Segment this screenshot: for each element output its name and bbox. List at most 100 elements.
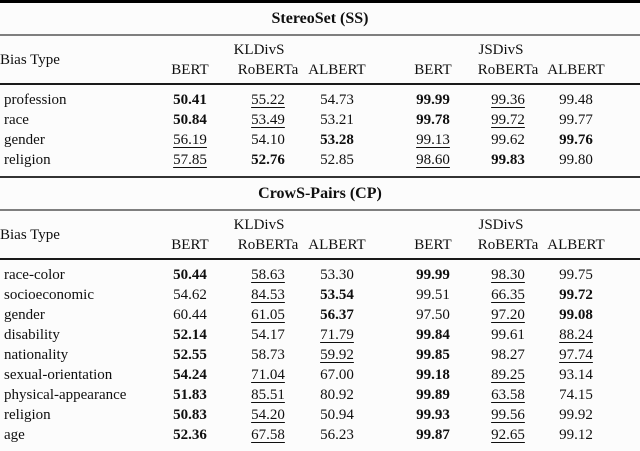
table-row-race-color: race-color 50.44 58.63 53.30 99.99 98.30… [0,259,640,285]
spacer-cell [606,35,640,85]
table-row-sexual-orientation: sexual-orientation 54.24 71.04 67.00 99.… [0,365,640,385]
metric-value: 99.62 [491,132,525,148]
bias-label: age [4,427,25,443]
metric-value: 56.37 [320,307,354,323]
spacer-cell [606,405,640,425]
metric-value: 56.23 [320,427,354,443]
metric-value: 54.20 [251,407,285,423]
bias-label: race-color [4,267,65,283]
metric-value: 71.79 [320,327,354,343]
model-header-albert: ALBERT [547,62,605,78]
jsdivs-group-header: JSDivS BERT RoBERTa ALBERT [396,35,606,85]
spacer-cell [606,365,640,385]
metric-value: 55.22 [251,92,285,108]
table-row-gender: gender 56.19 54.10 53.28 99.13 99.62 99.… [0,130,640,150]
metric-value: 50.84 [173,112,207,128]
model-header-bert: BERT [414,62,452,78]
model-header-bert: BERT [171,237,209,253]
table-row-socioeconomic: socioeconomic 54.62 84.53 53.54 99.51 66… [0,285,640,305]
metric-value: 52.76 [232,150,304,178]
model-header-row: BERT RoBERTa ALBERT [396,235,606,255]
metric-value: 57.85 [148,150,232,178]
bias-label: race [4,112,29,128]
spacer-cell [370,425,396,451]
bias-label: sexual-orientation [4,367,113,383]
metric-value: 92.65 [491,427,525,443]
spacer-cell [370,285,396,305]
metric-value: 53.54 [320,287,354,303]
spacer-cell [370,305,396,325]
metric-value: 99.89 [416,387,450,403]
bias-type-header: Bias Type [0,210,148,260]
bias-label: physical-appearance [4,387,127,403]
metric-value: 80.92 [320,387,354,403]
metric-value: 99.83 [470,150,546,178]
spacer-cell [370,84,396,110]
bias-label: religion [0,150,148,178]
model-header-bert: BERT [171,62,209,78]
metric-value: 56.19 [173,132,207,148]
spacer-cell [606,385,640,405]
section-title-row-ss: StereoSet (SS) [0,1,640,36]
model-header-roberta: RoBERTa [477,62,539,78]
metric-value: 67.58 [251,427,285,443]
spacer-cell [606,259,640,285]
spacer-cell [370,345,396,365]
metric-value: 99.61 [491,327,525,343]
model-header-row: BERT RoBERTa ALBERT [148,235,370,255]
metric-value: 53.21 [320,112,354,128]
table-row-gender-cp: gender 60.44 61.05 56.37 97.50 97.20 99.… [0,305,640,325]
metric-value: 50.83 [173,407,207,423]
spacer-cell [606,130,640,150]
metric-group-label-kldivs: KLDivS [233,42,285,58]
metric-value: 99.51 [416,287,450,303]
metric-value: 98.30 [491,267,525,283]
metric-value: 98.27 [491,347,525,363]
table-row-physical-appearance: physical-appearance 51.83 85.51 80.92 99… [0,385,640,405]
metric-value: 59.92 [320,347,354,363]
metric-value: 54.62 [173,287,207,303]
metric-value: 53.30 [320,267,354,283]
metric-value: 89.25 [491,367,525,383]
model-header-roberta: RoBERTa [477,237,539,253]
metric-value: 52.85 [304,150,370,178]
metric-value: 97.50 [416,307,450,323]
metric-value: 99.80 [546,150,606,178]
kldivs-group-header: KLDivS BERT RoBERTa ALBERT [148,210,370,260]
spacer-cell [606,345,640,365]
section-title-cp: CrowS-Pairs (CP) [0,177,640,211]
metric-value: 58.63 [251,267,285,283]
metric-value: 99.85 [416,347,450,363]
spacer-cell [370,259,396,285]
metric-value: 99.36 [491,92,525,108]
spacer-cell [606,305,640,325]
table-row-religion-cp: religion 50.83 54.20 50.94 99.93 99.56 9… [0,405,640,425]
spacer-cell [370,365,396,385]
model-header-albert: ALBERT [308,62,366,78]
metric-value: 99.87 [416,427,450,443]
spacer-cell [370,325,396,345]
spacer-cell [370,385,396,405]
table-row-nationality: nationality 52.55 58.73 59.92 99.85 98.2… [0,345,640,365]
metric-value: 99.99 [416,92,450,108]
metric-value: 54.73 [320,92,354,108]
model-header-bert: BERT [414,237,452,253]
metric-value: 98.60 [396,150,470,178]
metric-value: 53.28 [320,132,354,148]
metric-value: 54.10 [251,132,285,148]
metric-value: 63.58 [491,387,525,403]
bias-label: nationality [4,347,69,363]
metric-value: 99.72 [491,112,525,128]
table-header-cp: Bias Type KLDivS BERT RoBERTa ALBERT JSD… [0,210,640,260]
metric-value: 50.44 [173,267,207,283]
jsdivs-group-header: JSDivS BERT RoBERTa ALBERT [396,210,606,260]
metric-value: 52.14 [173,327,207,343]
metric-value: 99.92 [559,407,593,423]
bias-label: gender [4,307,45,323]
metric-value: 51.83 [173,387,207,403]
table-row-age: age 52.36 67.58 56.23 99.87 92.65 99.12 [0,425,640,451]
spacer-cell [606,425,640,451]
bias-type-header-label: Bias Type [0,227,60,243]
metric-value: 99.08 [559,307,593,323]
bias-type-header: Bias Type [0,35,148,85]
